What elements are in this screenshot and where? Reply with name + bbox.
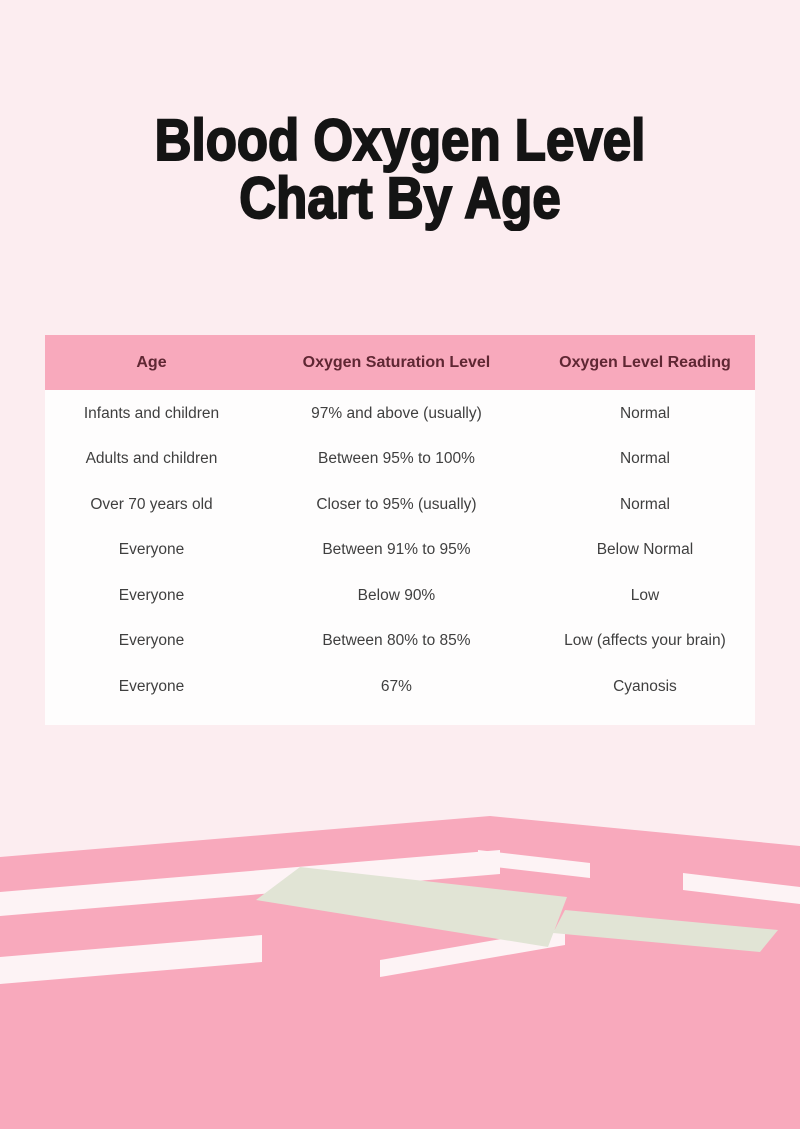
table-header-row: Age Oxygen Saturation Level Oxygen Level… xyxy=(45,335,755,390)
cell-reading: Cyanosis xyxy=(613,677,677,695)
ribbon-cream-main xyxy=(256,867,567,947)
cell-age: Everyone xyxy=(118,586,185,604)
cell-reading: Low xyxy=(630,586,660,604)
ribbon-white-stripe-apex xyxy=(478,850,590,878)
table-body: Infants and children 97% and above (usua… xyxy=(45,390,755,710)
table-row: Infants and children 97% and above (usua… xyxy=(45,391,755,437)
table-row: Everyone 67% Cyanosis xyxy=(45,664,755,710)
table-row: Adults and children Between 95% to 100% … xyxy=(45,437,755,483)
title-line-1: Blood Oxygen Level xyxy=(154,108,646,173)
page-title: Blood Oxygen Level Chart By Age xyxy=(48,108,752,231)
header-cell-saturation-level: Oxygen Saturation Level xyxy=(302,353,491,371)
ribbon-white-stripe-left-lower xyxy=(0,935,262,984)
oxygen-level-table: Age Oxygen Saturation Level Oxygen Level… xyxy=(45,335,755,725)
cell-age: Everyone xyxy=(118,541,185,559)
cell-saturation: Between 91% to 95% xyxy=(322,541,471,559)
table-row: Everyone Below 90% Low xyxy=(45,573,755,619)
header-cell-age: Age xyxy=(136,353,167,371)
cell-reading: Normal xyxy=(619,404,670,422)
cell-saturation: Between 80% to 85% xyxy=(322,632,471,650)
cell-reading: Normal xyxy=(619,495,670,513)
table-row: Everyone Between 80% to 85% Low (affects… xyxy=(45,619,755,665)
cell-saturation: 97% and above (usually) xyxy=(311,404,482,422)
table-row: Everyone Between 91% to 95% Below Normal xyxy=(45,528,755,574)
header-cell-level-reading: Oxygen Level Reading xyxy=(559,353,731,371)
ribbon-white-stripe-right xyxy=(683,873,800,904)
cell-saturation: 67% xyxy=(380,677,412,695)
cell-saturation: Between 95% to 100% xyxy=(318,450,475,468)
cell-age: Infants and children xyxy=(83,404,220,422)
cell-age: Everyone xyxy=(118,632,185,650)
cell-saturation: Below 90% xyxy=(357,586,436,604)
bottom-ribbon-decoration xyxy=(0,816,800,1129)
cell-reading: Normal xyxy=(619,450,670,468)
table-row: Over 70 years old Closer to 95% (usually… xyxy=(45,482,755,528)
cell-age: Over 70 years old xyxy=(90,495,213,513)
cell-reading: Low (affects your brain) xyxy=(564,632,726,650)
cell-reading: Below Normal xyxy=(596,541,694,559)
cell-saturation: Closer to 95% (usually) xyxy=(316,495,477,513)
ribbon-white-stripe-left-upper xyxy=(0,850,500,916)
ribbon-cream-right xyxy=(553,910,778,952)
cell-age: Everyone xyxy=(118,677,185,695)
cell-age: Adults and children xyxy=(85,450,218,468)
title-line-2: Chart By Age xyxy=(238,166,561,231)
